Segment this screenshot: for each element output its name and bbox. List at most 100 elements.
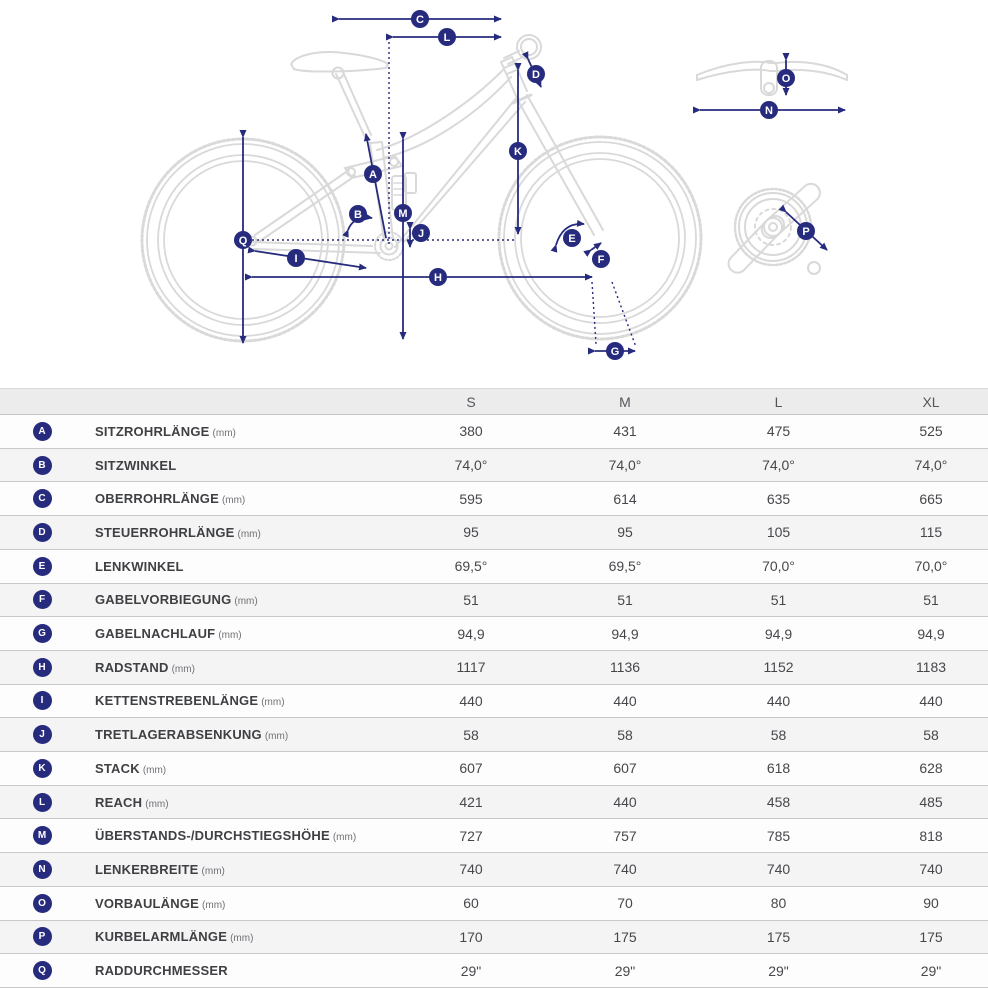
row-badge-cell: A <box>0 421 84 441</box>
row-label: OBERROHRLÄNGE <box>95 491 219 507</box>
table-row: K STACK (mm) 607 607 618 628 <box>0 752 988 786</box>
row-value-l: 175 <box>766 928 791 945</box>
row-badge-cell: P <box>0 927 84 947</box>
table-row: N LENKERBREITE (mm) 740 740 740 740 <box>0 853 988 887</box>
svg-text:L: L <box>444 32 451 44</box>
table-row: G GABELNACHLAUF (mm) 94,9 94,9 94,9 94,9 <box>0 617 988 651</box>
svg-text:Q: Q <box>239 235 248 247</box>
handlebar-top-view-icon <box>696 60 848 96</box>
row-label-cell: SITZWINKEL <box>84 458 394 473</box>
size-column-header-m: M <box>619 393 631 410</box>
row-value-l: 635 <box>766 490 791 507</box>
row-value-m: 614 <box>613 490 637 507</box>
row-letter-badge: E <box>32 556 52 576</box>
row-value-s: 380 <box>459 423 483 440</box>
svg-text:J: J <box>418 228 424 240</box>
row-label-cell: KETTENSTREBENLÄNGE (mm) <box>84 693 394 708</box>
row-label: RADSTAND <box>95 659 169 675</box>
row-unit: (mm) <box>234 596 258 608</box>
diagram-badge-G: G <box>606 342 624 360</box>
row-value-xl: 115 <box>919 524 943 541</box>
row-label: RADDURCHMESSER <box>95 963 228 979</box>
svg-text:C: C <box>416 14 424 26</box>
row-value-s: 1117 <box>456 659 486 676</box>
table-row: L REACH (mm) 421 440 458 485 <box>0 785 988 820</box>
row-unit: (mm) <box>142 764 167 776</box>
row-value-m: 431 <box>613 423 637 440</box>
row-label: VORBAULÄNGE <box>95 895 200 911</box>
row-label-cell: LENKERBREITE (mm) <box>84 862 394 877</box>
table-row: C OBERROHRLÄNGE (mm) 595 614 635 665 <box>0 482 988 517</box>
row-value-m: 95 <box>617 524 633 541</box>
size-column-header-l: L <box>774 393 783 410</box>
row-value-s: 595 <box>459 490 483 507</box>
row-value-l: 1152 <box>763 659 794 676</box>
diagram-badge-D: D <box>527 65 545 83</box>
svg-text:D: D <box>532 69 540 81</box>
row-value-l: 105 <box>766 524 791 541</box>
svg-text:N: N <box>765 105 773 117</box>
row-label-cell: KURBELARMLÄNGE (mm) <box>84 929 394 944</box>
table-row: F GABELVORBIEGUNG (mm) 51 51 51 51 <box>0 583 988 618</box>
row-value-xl: 628 <box>919 760 943 777</box>
row-label: ÜBERSTANDS-/DURCHSTIEGSHÖHE <box>95 828 330 844</box>
row-value-s: 60 <box>463 895 479 912</box>
table-row: D STEUERROHRLÄNGE (mm) 95 95 105 115 <box>0 516 988 550</box>
row-value-s: 69,5° <box>454 558 488 575</box>
row-value-m: 1136 <box>609 659 641 676</box>
diagram-badge-P: P <box>797 222 815 240</box>
row-label-cell: TRETLAGERABSENKUNG (mm) <box>84 727 394 742</box>
table-row: M ÜBERSTANDS-/DURCHSTIEGSHÖHE (mm) 727 75… <box>0 819 988 854</box>
row-value-m: 440 <box>613 794 637 811</box>
diagram-badge-I: I <box>287 249 305 267</box>
diagram-badge-Q: Q <box>234 231 252 249</box>
row-value-m: 29" <box>614 962 636 979</box>
table-row: H RADSTAND (mm) 1117 1136 1152 1183 <box>0 650 988 685</box>
row-value-xl: 665 <box>919 490 943 507</box>
diagram-letter-badges: A B C D E F G H I J K L M N O P Q <box>234 10 815 360</box>
diagram-badge-B: B <box>349 205 367 223</box>
diagram-badge-K: K <box>509 142 527 160</box>
row-value-xl: 58 <box>923 726 939 743</box>
row-value-xl: 29" <box>920 962 942 979</box>
bike-outline-drawing <box>140 34 848 343</box>
diagram-badge-N: N <box>760 101 778 119</box>
row-label: KETTENSTREBENLÄNGE <box>95 693 259 709</box>
diagram-badge-O: O <box>777 69 795 87</box>
row-value-xl: 440 <box>919 692 943 709</box>
row-value-l: 70,0° <box>762 558 795 575</box>
row-value-s: 170 <box>459 928 483 945</box>
dim-I-chainstay <box>247 246 367 271</box>
row-letter-badge: A <box>32 421 52 441</box>
row-label: LENKWINKEL <box>95 558 184 574</box>
table-row: B SITZWINKEL 74,0° 74,0° 74,0° 74,0° <box>0 448 988 483</box>
row-value-xl: 94,9 <box>917 625 945 642</box>
table-header-row: S M L XL <box>0 388 988 415</box>
svg-text:M: M <box>398 208 407 220</box>
row-badge-cell: F <box>0 590 84 610</box>
table-row: P KURBELARMLÄNGE (mm) 170 175 175 175 <box>0 920 988 955</box>
row-letter-badge: H <box>32 657 52 677</box>
geometry-diagram: A B C D E F G H I J K L M N O P Q <box>140 10 848 360</box>
row-label: REACH <box>95 794 143 810</box>
row-letter-badge: C <box>32 489 52 509</box>
trail-dotted-line-left <box>591 281 597 345</box>
svg-text:K: K <box>514 146 522 158</box>
row-value-l: 475 <box>766 423 791 440</box>
geometry-table: S M L XL A SITZROHRLÄNGE (mm) 380 431 475… <box>0 388 988 988</box>
row-value-m: 74,0° <box>608 457 642 474</box>
row-label: STEUERROHRLÄNGE <box>95 524 235 540</box>
svg-text:E: E <box>568 233 575 245</box>
row-label-cell: RADSTAND (mm) <box>84 660 394 675</box>
row-value-s: 74,0° <box>454 457 488 474</box>
row-value-l: 74,0° <box>762 457 795 474</box>
row-value-m: 51 <box>617 591 633 608</box>
row-value-s: 29" <box>460 962 482 979</box>
diagram-badge-C: C <box>411 10 429 28</box>
row-value-l: 440 <box>766 692 791 709</box>
row-value-s: 727 <box>459 827 483 844</box>
table-row: E LENKWINKEL 69,5° 69,5° 70,0° 70,0° <box>0 549 988 584</box>
row-value-xl: 51 <box>923 591 939 608</box>
row-unit: (mm) <box>145 798 169 810</box>
dim-E-headangle-arc <box>550 219 585 253</box>
